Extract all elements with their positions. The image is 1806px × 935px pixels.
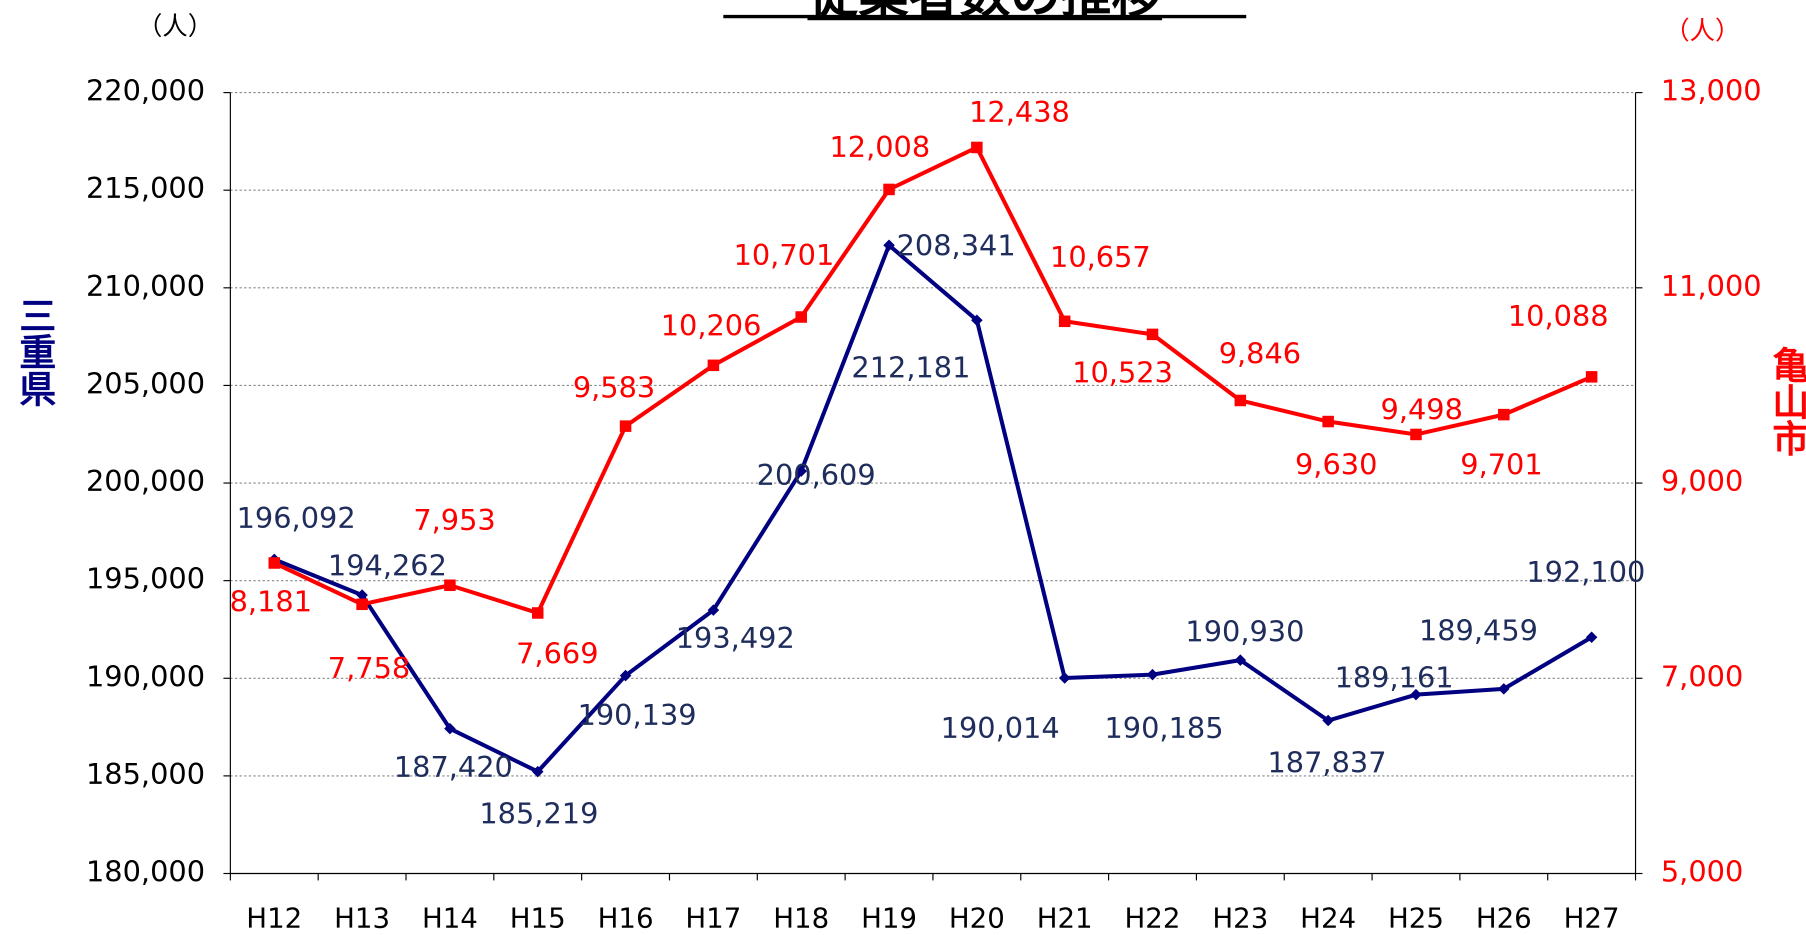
marker — [1322, 714, 1334, 727]
marker — [1234, 394, 1247, 407]
marker — [356, 598, 368, 611]
marker — [971, 141, 983, 154]
data-label: 10,206 — [661, 308, 762, 342]
x-tick-label: H14 — [422, 902, 478, 935]
data-label: 7,758 — [328, 651, 410, 685]
y2-tick-label: 5,000 — [1661, 855, 1743, 889]
data-label: 9,701 — [1460, 447, 1542, 481]
y-tick-label: 185,000 — [86, 757, 205, 791]
data-label: 9,630 — [1295, 447, 1377, 481]
x-tick-label: H27 — [1564, 902, 1620, 935]
data-label: 12,438 — [969, 95, 1070, 129]
marker — [1234, 654, 1247, 666]
marker — [1585, 371, 1598, 383]
data-label: 10,701 — [734, 238, 835, 272]
data-label: 9,498 — [1381, 392, 1463, 426]
x-tick-label: H21 — [1037, 902, 1093, 935]
data-label: 8,181 — [230, 584, 312, 618]
data-label: 9,846 — [1219, 337, 1301, 371]
data-label: 187,420 — [394, 750, 513, 784]
marker — [1410, 428, 1422, 441]
x-tick-label: H23 — [1212, 902, 1268, 935]
data-label: 190,139 — [578, 698, 697, 732]
data-label: 9,583 — [573, 370, 655, 404]
x-tick-label: H26 — [1476, 902, 1532, 935]
marker — [356, 589, 368, 601]
x-tick-label: H25 — [1388, 902, 1444, 935]
y-unit: （人） — [137, 11, 213, 41]
marker — [1498, 408, 1510, 421]
data-label: 208,341 — [897, 229, 1016, 263]
marker — [1498, 683, 1510, 695]
series-line — [273, 243, 1593, 774]
marker — [1410, 688, 1422, 701]
x-tick-label: H20 — [949, 902, 1005, 935]
y-tick-label: 215,000 — [86, 171, 205, 205]
data-label: 200,609 — [757, 458, 876, 492]
marker — [1146, 328, 1159, 341]
marker — [883, 183, 895, 196]
data-label: 10,523 — [1072, 356, 1173, 390]
chart-title: 従業者数の推移 — [806, 0, 1162, 24]
data-label: 187,837 — [1267, 745, 1386, 779]
data-label: 212,181 — [851, 351, 970, 385]
y2-axis-label: 亀山市 — [1766, 346, 1806, 457]
y2-tick-label: 9,000 — [1661, 464, 1743, 498]
x-tick-label: H18 — [773, 902, 829, 935]
x-tick-label: H22 — [1125, 902, 1181, 935]
marker — [795, 311, 807, 323]
data-label: 10,657 — [1050, 240, 1151, 274]
data-label: 10,088 — [1508, 299, 1609, 333]
y2-tick-label: 7,000 — [1661, 659, 1743, 693]
x-tick-label: H17 — [685, 902, 741, 935]
marker — [1146, 668, 1159, 681]
data-label: 185,219 — [479, 796, 598, 830]
y-tick-label: 190,000 — [86, 659, 205, 693]
y2-tick-label: 13,000 — [1661, 74, 1762, 108]
y-tick-label: 180,000 — [86, 855, 205, 889]
y-tick-label: 200,000 — [86, 464, 205, 498]
marker — [883, 239, 895, 252]
data-label: 190,930 — [1185, 615, 1304, 649]
y-tick-label: 220,000 — [86, 74, 205, 108]
marker — [707, 604, 720, 616]
y2-tick-label: 11,000 — [1661, 269, 1762, 303]
marker — [531, 607, 544, 619]
marker — [971, 314, 983, 326]
marker — [707, 359, 720, 372]
y-tick-label: 210,000 — [86, 269, 205, 303]
data-label: 192,100 — [1526, 555, 1645, 589]
y-axis-label: 三重県 — [13, 296, 56, 407]
x-tick-label: H15 — [510, 902, 566, 935]
marker — [1322, 415, 1334, 428]
data-label: 7,669 — [516, 637, 598, 671]
data-label: 7,953 — [413, 503, 495, 537]
data-label: 194,262 — [328, 548, 447, 582]
y2-unit: （人） — [1664, 16, 1740, 46]
data-label: 12,008 — [829, 130, 930, 164]
data-label: 189,161 — [1335, 661, 1454, 695]
x-tick-label: H24 — [1300, 902, 1356, 935]
x-tick-label: H13 — [334, 902, 390, 935]
y-tick-label: 195,000 — [86, 562, 205, 596]
data-label: 189,459 — [1419, 613, 1538, 647]
x-tick-label: H16 — [598, 902, 654, 935]
y-tick-label: 205,000 — [86, 366, 205, 400]
marker — [1058, 315, 1071, 328]
marker — [619, 420, 632, 432]
data-label: 190,014 — [941, 711, 1060, 745]
series-line — [273, 145, 1593, 615]
marker — [444, 579, 456, 592]
data-label: 193,492 — [676, 621, 795, 655]
x-tick-label: H19 — [861, 902, 917, 935]
x-tick-label: H12 — [246, 902, 302, 935]
data-label: 190,185 — [1105, 711, 1224, 745]
data-label: 196,092 — [237, 501, 356, 535]
marker — [619, 669, 632, 682]
marker — [795, 465, 807, 477]
marker — [444, 722, 456, 735]
marker — [1058, 672, 1071, 684]
marker — [268, 557, 281, 569]
